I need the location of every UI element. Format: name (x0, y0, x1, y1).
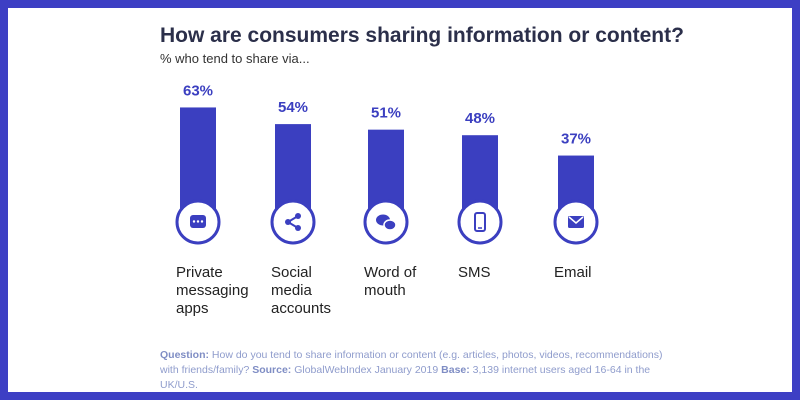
value-label: 54% (278, 99, 308, 116)
footnote-text: 3,139 internet users aged 16-64 in the U… (160, 364, 651, 391)
category-label: Private messaging apps (176, 264, 249, 317)
icon (568, 216, 584, 228)
icon-shape (192, 220, 196, 223)
icon (474, 212, 486, 232)
icon (190, 215, 206, 228)
value-label: 48% (465, 110, 495, 127)
footnote-label: Question: (160, 349, 209, 361)
category-label: SMS (458, 264, 491, 281)
icon-shape (568, 216, 584, 224)
chart-title: How are consumers sharing information or… (160, 24, 684, 47)
category-label: Email (554, 264, 592, 281)
icon (376, 214, 397, 231)
category-label: Word of mouth (364, 264, 417, 299)
category-label: Social media accounts (271, 264, 332, 317)
icon-ring (457, 199, 503, 245)
icon-shape (285, 219, 291, 225)
footnote: Question: How do you tend to share infor… (160, 348, 680, 393)
footnote-text: GlobalWebIndex January 2019 (294, 364, 439, 376)
icon-ring (270, 199, 316, 245)
footnote-text: How do you tend to share information or … (160, 349, 663, 376)
icon-shape (474, 212, 486, 232)
value-label: 37% (561, 131, 591, 148)
icon-shape (200, 220, 204, 223)
icon-shape (295, 225, 301, 231)
icon (285, 213, 301, 231)
icon-shape (196, 220, 200, 223)
icon-shape (383, 219, 397, 231)
footnote-label: Source: (252, 364, 292, 376)
footnote-label: Base: (441, 364, 470, 376)
value-label: 51% (371, 105, 401, 122)
chart-subtitle: % who tend to share via... (160, 51, 310, 66)
value-label: 63% (183, 82, 213, 99)
icon-shape (295, 213, 301, 219)
